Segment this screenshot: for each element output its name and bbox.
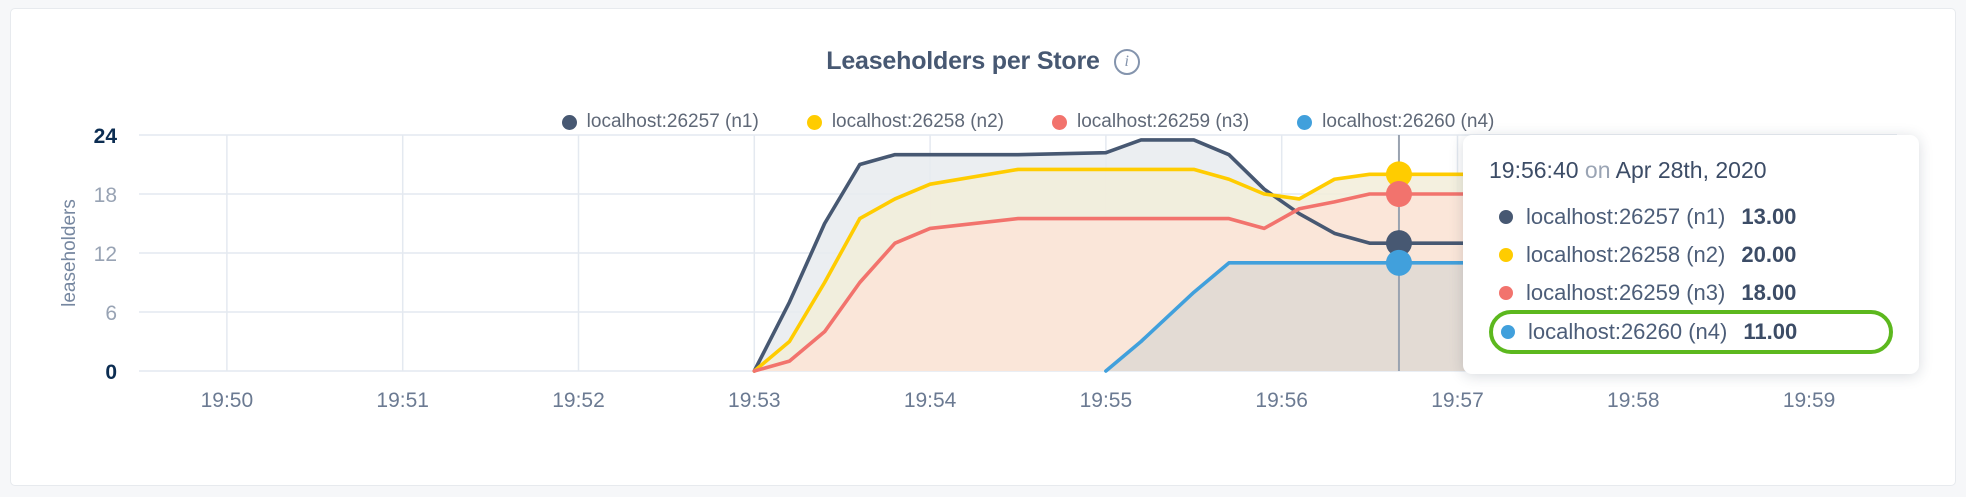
y-axis-tick-label: 18 <box>94 184 117 207</box>
x-axis-tick-label: 19:50 <box>201 389 254 412</box>
legend-item[interactable]: localhost:26258 (n2) <box>806 111 1004 133</box>
legend-color-dot-icon <box>1052 114 1067 130</box>
series-line <box>752 167 1899 373</box>
y-axis-title: leaseholders <box>59 199 80 307</box>
x-axis-tick-label: 19:58 <box>1607 389 1660 412</box>
legend-item[interactable]: localhost:26259 (n3) <box>1052 111 1249 133</box>
tooltip-time: 19:56:40 <box>1489 157 1579 183</box>
legend-color-dot-icon <box>1297 114 1313 130</box>
hover-tooltip: 19:56:40 on Apr 28th, 2020 localhost:262… <box>1463 135 1919 374</box>
series-line <box>752 138 1899 373</box>
tooltip-rows: localhost:26257 (n1) 13.00 localhost:26258… <box>1489 198 1893 354</box>
tooltip-series-value: 11.00 <box>1743 319 1798 344</box>
legend-item-label: localhost:26260 (n4) <box>1322 111 1495 132</box>
x-axis-tick-label: 19:55 <box>1080 389 1133 412</box>
tooltip-timestamp: 19:56:40 on Apr 28th, 2020 <box>1489 157 1893 184</box>
tooltip-color-dot-icon <box>1499 286 1513 300</box>
tooltip-series-value: 13.00 <box>1741 204 1797 229</box>
tooltip-series-label: localhost:26260 (n4) <box>1528 319 1728 344</box>
legend-color-dot-icon <box>806 114 822 130</box>
tooltip-date: Apr 28th, 2020 <box>1615 157 1767 183</box>
legend-item[interactable]: localhost:26260 (n4) <box>1297 111 1494 133</box>
chart-legend: localhost:26257 (n1) localhost:26258 (n2)… <box>11 111 1955 133</box>
x-axis-tick-label: 19:54 <box>904 389 957 412</box>
y-axis-tick-label: 0 <box>105 361 117 384</box>
legend-item[interactable]: localhost:26257 (n1) <box>561 111 759 133</box>
tooltip-series-value: 18.00 <box>1741 280 1797 305</box>
tooltip-color-dot-icon <box>1499 248 1513 262</box>
y-axis-tick-label: 24 <box>94 127 118 148</box>
legend-item-label: localhost:26257 (n1) <box>586 111 759 132</box>
y-axis-tick-label: 6 <box>105 302 117 325</box>
legend-item-label: localhost:26259 (n3) <box>1077 111 1250 132</box>
y-axis-tick-label: 12 <box>94 243 117 266</box>
chart-card: Leaseholders per Store i localhost:26257… <box>10 8 1956 486</box>
x-axis-tick-label: 19:53 <box>728 389 781 412</box>
tooltip-series-label: localhost:26259 (n3) <box>1526 280 1726 305</box>
legend-color-dot-icon <box>561 114 577 130</box>
series-line <box>752 192 1899 373</box>
tooltip-row: localhost:26259 (n3) 18.00 <box>1489 274 1893 312</box>
x-axis-tick-label: 19:51 <box>376 389 429 412</box>
tooltip-series-label: localhost:26257 (n1) <box>1526 204 1726 229</box>
hover-marker-dot <box>1385 161 1412 188</box>
hover-marker-dot <box>1385 249 1412 276</box>
hover-marker-dot <box>1385 230 1412 257</box>
info-icon[interactable]: i <box>1113 48 1140 75</box>
tooltip-series-value: 20.00 <box>1741 242 1797 267</box>
x-axis-tick-label: 19:52 <box>552 389 605 412</box>
tooltip-row-highlighted: localhost:26260 (n4) 11.00 <box>1489 310 1893 354</box>
tooltip-row: localhost:26257 (n1) 13.00 <box>1489 198 1893 236</box>
x-axis-tick-label: 19:59 <box>1783 389 1836 412</box>
legend-item-label: localhost:26258 (n2) <box>831 111 1004 132</box>
page-title: Leaseholders per Store <box>826 47 1100 75</box>
tooltip-on-word: on <box>1584 157 1611 183</box>
x-axis-tick-label: 19:56 <box>1255 389 1308 412</box>
tooltip-row: localhost:26258 (n2) 20.00 <box>1489 236 1893 274</box>
tooltip-color-dot-icon <box>1501 325 1515 339</box>
x-axis-tick-label: 19:57 <box>1431 389 1484 412</box>
card-header: Leaseholders per Store i <box>11 47 1955 76</box>
tooltip-color-dot-icon <box>1499 210 1513 224</box>
tooltip-series-label: localhost:26258 (n2) <box>1526 242 1726 267</box>
hover-marker-dot <box>1385 181 1412 207</box>
